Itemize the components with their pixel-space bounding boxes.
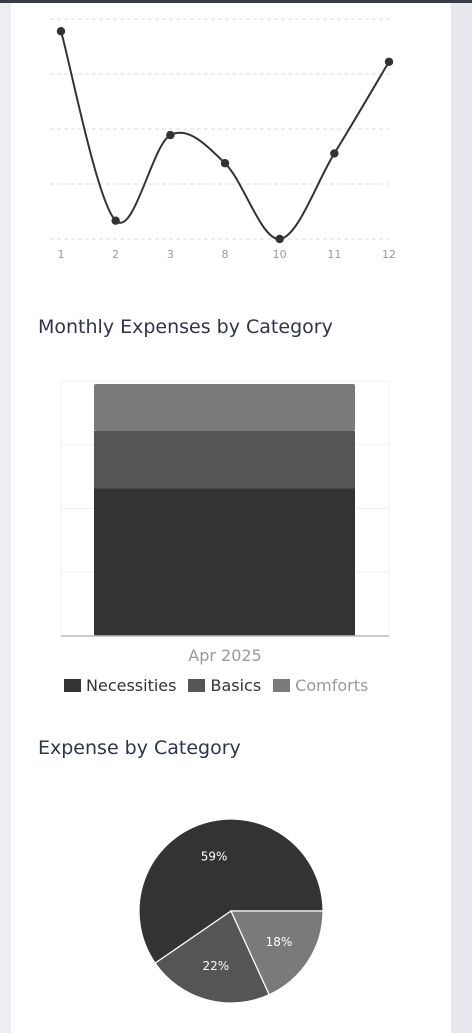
legend-label: Comforts (295, 676, 369, 695)
bar-segment-basics[interactable] (94, 430, 355, 489)
bar-legend: Necessities Basics Comforts (64, 676, 368, 695)
line-x-tick-label: 8 (222, 248, 229, 261)
line-point[interactable] (111, 216, 120, 225)
line-point[interactable] (56, 27, 66, 36)
legend-item-basics[interactable]: Basics (188, 676, 261, 695)
line-chart: 1 2 3 8 10 11 12 (50, 18, 396, 261)
pie-chart: 59% 22% 18% (138, 818, 324, 1004)
line-x-tick-label: 12 (382, 248, 396, 261)
line-x-tick-label: 1 (58, 248, 65, 261)
line-x-tick-label: 10 (273, 248, 287, 261)
top-bar (0, 0, 472, 3)
pie-data-label: 18% (266, 935, 293, 949)
legend-item-necessities[interactable]: Necessities (64, 676, 176, 695)
line-point[interactable] (220, 159, 230, 168)
legend-swatch (64, 679, 81, 692)
line-point[interactable] (275, 234, 284, 244)
legend-swatch (188, 679, 206, 692)
legend-label: Basics (210, 676, 262, 695)
scroll-gutter (451, 3, 472, 1033)
line-point[interactable] (166, 130, 175, 140)
pie-data-label: 59% (201, 850, 228, 864)
stacked-bar-chart: Apr 2025 (60, 380, 390, 665)
pie-data-label: 22% (202, 959, 229, 973)
monthly-expenses-title: Monthly Expenses by Category (38, 316, 333, 338)
legend-label: Necessities (86, 676, 177, 695)
line-point[interactable] (330, 149, 339, 158)
line-series (60, 30, 390, 241)
bar-x-tick-label: Apr 2025 (188, 646, 261, 665)
pie-slice-basics[interactable] (154, 910, 271, 1004)
legend-swatch (273, 679, 291, 692)
line-x-tick-label: 11 (327, 248, 341, 261)
line-x-tick-label: 3 (167, 248, 174, 261)
pie-slice-necessities[interactable] (138, 818, 324, 965)
line-x-tick-label: 2 (112, 248, 119, 261)
bar-segment-necessities[interactable] (94, 488, 355, 636)
pie-slice-comforts[interactable] (230, 910, 324, 996)
bar-segment-comforts[interactable] (94, 384, 355, 431)
expense-category-title: Expense by Category (38, 737, 241, 759)
legend-item-comforts[interactable]: Comforts (273, 676, 368, 695)
line-point[interactable] (384, 57, 394, 66)
